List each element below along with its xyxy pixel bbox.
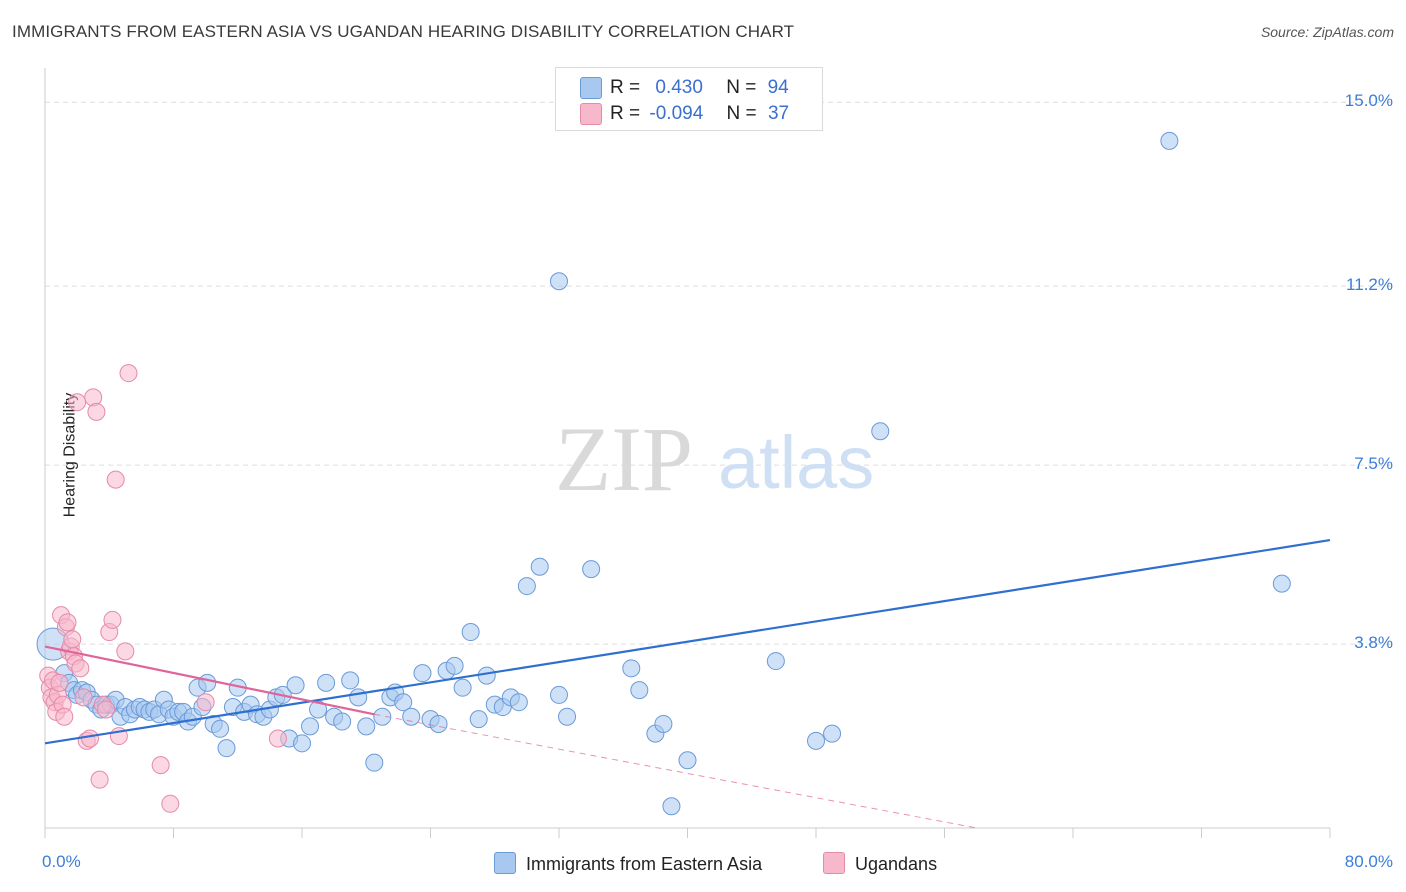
point-eastern-asia [293,734,311,753]
point-ugandans [116,642,135,661]
point-eastern-asia [558,707,577,726]
legend-swatch-pink [580,103,602,125]
point-eastern-asia [461,623,480,642]
x-tick-max: 80.0% [1344,852,1393,871]
point-eastern-asia [517,577,536,596]
point-ugandans [71,659,90,678]
y-tick-label: 7.5% [1354,454,1393,474]
point-ugandans [151,756,170,775]
point-eastern-asia [678,751,697,770]
point-ugandans [55,707,74,726]
point-ugandans [97,700,116,719]
point-eastern-asia [1160,131,1179,150]
r-value: 0.430 [655,77,703,98]
n-value: 94 [767,77,789,98]
point-eastern-asia [198,673,217,692]
point-eastern-asia [445,656,464,675]
n-label: N = [726,103,757,124]
r-value: -0.094 [649,103,704,124]
point-ugandans [103,610,122,629]
legend-label: Ugandans [855,854,938,874]
r-label: R = [610,103,641,124]
point-eastern-asia [394,693,413,712]
point-eastern-asia [550,272,568,291]
legend-row-ugandans: R = -0.094 N = 37 [580,103,790,125]
watermark-atlas: atlas [718,421,874,504]
legend-swatch-pink [823,852,845,874]
point-ugandans [74,688,93,707]
point-eastern-asia [217,739,236,758]
point-eastern-asia [349,688,368,707]
legend-label: Immigrants from Eastern Asia [526,854,763,874]
point-eastern-asia [550,685,568,704]
point-eastern-asia [402,707,421,726]
point-ugandans [268,729,287,748]
point-eastern-asia [654,714,673,733]
legend-item-ugandans: Ugandans [823,852,937,875]
legend-row-eastern-asia: R = 0.430 N = 94 [580,77,789,99]
point-eastern-asia [530,557,549,576]
chart-title: IMMIGRANTS FROM EASTERN ASIA VS UGANDAN … [12,22,795,41]
point-ugandans [80,729,99,748]
point-eastern-asia [301,717,320,736]
point-eastern-asia [413,664,432,683]
point-eastern-asia [286,676,305,695]
point-ugandans [90,770,109,789]
point-eastern-asia [622,659,641,678]
point-ugandans [161,794,180,813]
point-eastern-asia [211,719,230,738]
point-eastern-asia [766,652,785,671]
trend-line-eastern-asia [44,539,1331,745]
y-tick-label: 3.8% [1354,633,1393,653]
point-ugandans [106,470,125,489]
point-eastern-asia [453,678,472,697]
point-ugandans [63,630,82,649]
point-eastern-asia [823,724,842,743]
point-eastern-asia [341,671,360,690]
y-tick-label: 15.0% [1344,91,1393,111]
point-eastern-asia [469,710,488,729]
watermark-zip: ZIP [555,408,693,510]
point-eastern-asia [333,712,352,731]
point-ugandans [50,673,69,692]
point-eastern-asia [317,673,336,692]
point-eastern-asia [373,707,392,726]
trend-lines [44,539,1331,829]
point-eastern-asia [662,797,681,816]
legend-swatch-blue [494,852,516,874]
point-ugandans [68,393,87,412]
point-eastern-asia [807,731,825,750]
trend-line-ugandans [44,645,375,716]
point-eastern-asia [477,666,496,685]
trend-line-ugandans-extension [374,713,977,829]
point-ugandans [87,402,106,421]
source-label: Source: ZipAtlas.com [1260,24,1394,40]
n-label: N = [726,77,757,98]
point-ugandans [119,364,138,383]
point-eastern-asia [509,693,528,712]
point-eastern-asia [1272,574,1291,593]
point-eastern-asia [871,422,890,441]
n-value: 37 [767,103,790,124]
stats-legend: R = 0.430 N = 94 R = -0.094 N = 37 [555,67,823,131]
point-eastern-asia [357,717,376,736]
point-eastern-asia [365,753,384,772]
legend-swatch-blue [580,77,602,99]
point-eastern-asia [429,714,448,733]
gridlines [45,101,1395,645]
y-tick-label: 11.2% [1346,275,1393,295]
point-eastern-asia [582,560,601,579]
x-tick-min: 0.0% [42,852,81,871]
point-ugandans [196,693,215,712]
legend-item-eastern-asia: Immigrants from Eastern Asia [494,852,762,875]
point-eastern-asia [630,681,649,700]
r-label: R = [610,77,641,98]
point-ugandans [58,613,77,632]
